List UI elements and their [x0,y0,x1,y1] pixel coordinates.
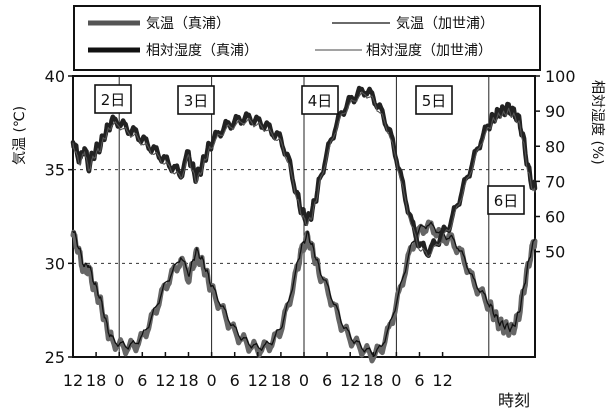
x-axis-ticks: 12 18 0 6 12 18 0 6 12 18 0 6 12 18 0 6 12 [63,352,453,390]
right-tick-label: 60 [545,208,565,227]
day-label-text: 5日 [422,92,447,110]
x-tick-label: 18 [178,371,198,390]
legend-label-rh-maura: 相対湿度（真浦） [146,43,258,59]
left-tick-label: 35 [45,161,65,180]
day-label-box: 6日 [487,185,525,215]
x-tick-label: 6 [137,371,147,390]
series-layer [70,85,538,364]
legend: 気温（真浦） 気温（加世浦） 相対湿度（真浦） 相対湿度（加世浦） [88,16,494,59]
series-line-rh-kaseura [72,91,536,258]
x-tick-label: 12 [248,371,268,390]
day-label-box: 3日 [177,85,215,115]
day-label-text: 6日 [494,192,519,210]
left-axis-ticks: 25 30 35 40 [45,67,73,367]
x-tick-label: 0 [114,371,124,390]
day-labels: 2日 3日 4日 5日 6日 [94,84,525,215]
day-label-frame [177,85,215,115]
day-label-box: 4日 [301,85,339,115]
day-label-frame [415,85,453,115]
right-tick-label: 100 [545,67,576,86]
x-tick-label: 0 [391,371,401,390]
day-label-frame [301,85,339,115]
right-tick-label: 80 [545,137,565,156]
x-tick-label: 18 [363,371,383,390]
right-tick-label: 90 [545,102,565,121]
x-tick-label: 12 [63,371,83,390]
left-tick-label: 25 [45,348,65,367]
x-tick-label: 6 [414,371,424,390]
right-axis-ticks: 50 60 70 80 90 100 [535,67,576,262]
series-line-temp-kaseura [72,221,536,357]
legend-label-temp-maura: 気温（真浦） [146,16,230,32]
right-tick-label: 50 [545,243,565,262]
right-tick-label: 70 [545,172,565,191]
x-tick-label: 0 [207,371,217,390]
x-tick-label: 18 [86,371,106,390]
day-label-frame [94,84,132,114]
day-label-text: 3日 [184,92,209,110]
day-label-frame [487,185,525,215]
legend-label-rh-kaseura: 相対湿度（加世浦） [366,43,492,59]
legend-box [73,5,541,71]
day-label-text: 4日 [308,92,333,110]
x-tick-label: 12 [340,371,360,390]
series-line-rh-maura [70,85,538,259]
x-tick-label: 12 [432,371,452,390]
x-tick-label: 18 [271,371,291,390]
x-tick-label: 0 [299,371,309,390]
left-tick-label: 40 [45,67,65,86]
left-tick-label: 30 [45,254,65,273]
x-tick-label: 12 [155,371,175,390]
day-label-box: 2日 [94,84,132,114]
x-tick-label: 6 [322,371,332,390]
day-label-text: 2日 [101,91,126,109]
legend-label-temp-kaseura: 気温（加世浦） [396,16,494,32]
x-tick-label: 6 [230,371,240,390]
right-axis-label: 相対湿度 (%) [589,80,605,165]
x-axis-label: 時刻 [498,391,530,410]
left-axis-label: 気温 (℃) [12,106,28,165]
day-label-box: 5日 [415,85,453,115]
